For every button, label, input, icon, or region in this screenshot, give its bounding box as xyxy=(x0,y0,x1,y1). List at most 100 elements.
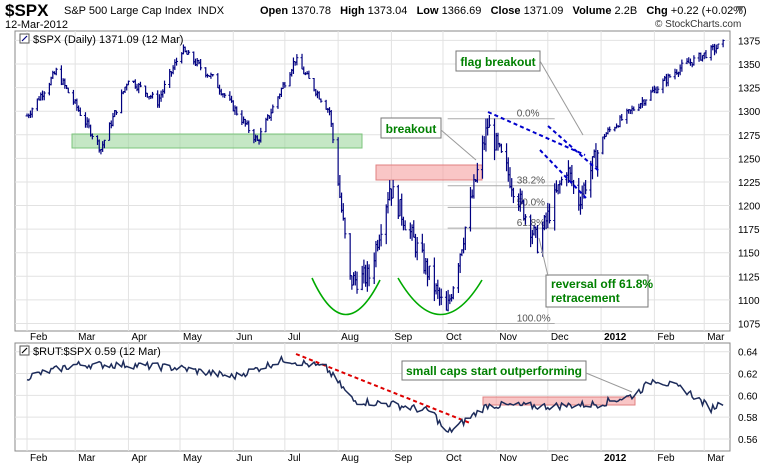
double-bottom-curve-right xyxy=(397,277,483,316)
annotation-breakout: breakout xyxy=(380,117,477,161)
price-bar xyxy=(42,91,46,101)
x-tick-label: Mar xyxy=(78,332,96,343)
downtrend-line xyxy=(487,111,586,156)
x-tick-label: Apr xyxy=(131,453,147,464)
annotation-reversal: reversal off 61.8% retracement xyxy=(538,237,653,308)
price-bar xyxy=(584,179,588,195)
price-bar xyxy=(475,162,479,183)
x-tick-label: Aug xyxy=(341,453,359,464)
ratio-downtrend-line xyxy=(295,353,471,424)
price-bar xyxy=(319,98,323,103)
price-bar xyxy=(403,220,407,231)
price-bar xyxy=(379,224,383,247)
price-bar xyxy=(175,57,179,66)
price-bar xyxy=(427,265,431,281)
price-bar xyxy=(632,106,636,111)
price-bar xyxy=(307,70,311,80)
annotation-small-caps: small caps start outperforming xyxy=(401,360,633,393)
x-tick-label: Nov xyxy=(499,453,517,464)
price-bar xyxy=(223,93,227,98)
price-bar xyxy=(487,114,491,128)
price-bar xyxy=(199,58,203,71)
price-bar xyxy=(415,236,419,261)
y-tick-label: 1100 xyxy=(738,296,760,307)
annotation-flag-breakout: flag breakout xyxy=(455,50,584,136)
price-bar xyxy=(608,126,612,133)
price-bar xyxy=(644,99,648,106)
svg-text:$SPX (Daily) 1371.09 (12 Mar): $SPX (Daily) 1371.09 (12 Mar) xyxy=(33,34,183,46)
price-bar xyxy=(439,288,443,306)
price-bar xyxy=(138,81,142,88)
x-tick-label: 2012 xyxy=(604,332,627,343)
fib-label: 50.0% xyxy=(517,197,545,208)
x-tick-label: Jul xyxy=(288,332,301,343)
ratio-resistance-zone xyxy=(482,396,636,406)
price-bar xyxy=(716,43,720,50)
x-tick-label: Oct xyxy=(446,453,462,464)
flag-upper-line xyxy=(547,125,601,173)
price-bar xyxy=(163,80,167,94)
price-bar xyxy=(536,225,539,254)
y-tick-label: 1225 xyxy=(738,178,761,189)
y-tick-label: 0.60 xyxy=(738,391,758,402)
price-bar xyxy=(126,80,130,86)
credit-text: © StockCharts.com xyxy=(655,19,742,30)
x-tick-label: Feb xyxy=(30,332,48,343)
price-bar xyxy=(247,120,251,134)
svg-text:reversal off 61.8%: reversal off 61.8% xyxy=(551,277,653,291)
price-bar xyxy=(78,107,82,117)
price-bar xyxy=(704,50,708,59)
y-tick-label: 1375 xyxy=(738,36,761,47)
x-tick-label: Oct xyxy=(446,332,462,343)
ohlc-summary: Open 1370.78 High 1373.04 Low 1366.69 Cl… xyxy=(260,5,747,17)
y-tick-label: 1175 xyxy=(738,225,760,236)
y-tick-label: 1300 xyxy=(738,107,761,118)
resistance-zone xyxy=(375,164,483,181)
x-tick-label: Mar xyxy=(707,453,725,464)
settings-triangle-icon[interactable] xyxy=(734,3,746,15)
price-bar xyxy=(499,143,503,153)
ratio-line xyxy=(26,354,724,434)
price-bar xyxy=(54,67,58,76)
x-tick-label: Jun xyxy=(236,453,252,464)
x-tick-label: Dec xyxy=(551,453,569,464)
y-tick-label: 0.58 xyxy=(738,413,758,424)
price-bar xyxy=(343,217,347,239)
price-bar xyxy=(259,127,263,143)
x-tick-label: Nov xyxy=(499,332,517,343)
price-bar xyxy=(668,74,672,78)
y-tick-label: 0.62 xyxy=(738,370,758,381)
fib-label: 0.0% xyxy=(517,109,540,120)
price-bar xyxy=(30,107,34,118)
price-bars xyxy=(25,39,725,312)
fib-label: 100.0% xyxy=(517,313,551,324)
x-tick-label: Mar xyxy=(78,453,96,464)
chart-description: S&P 500 Large Cap Index INDX xyxy=(64,5,225,17)
y-tick-label: 1075 xyxy=(738,319,761,330)
x-tick-label: Sep xyxy=(394,453,412,464)
price-bar xyxy=(656,86,660,94)
price-bar xyxy=(211,74,215,77)
x-tick-label: Aug xyxy=(341,332,359,343)
price-bar xyxy=(367,264,371,287)
price-bar xyxy=(295,54,299,66)
svg-text:retracement: retracement xyxy=(551,291,620,305)
x-tick-label: May xyxy=(183,332,202,343)
price-bar xyxy=(271,104,275,114)
x-tick-label: Sep xyxy=(394,332,412,343)
ratio-legend: $RUT:$SPX 0.59 (12 Mar) xyxy=(19,345,161,358)
svg-text:breakout: breakout xyxy=(386,122,437,136)
x-tick-label: Feb xyxy=(657,453,675,464)
x-tick-label: Apr xyxy=(131,332,147,343)
y-tick-label: 1325 xyxy=(738,84,761,95)
price-bar xyxy=(560,176,564,186)
price-bar xyxy=(451,286,455,300)
chart-symbol: $SPX xyxy=(5,1,49,20)
chart-date: 12-Mar-2012 xyxy=(5,19,68,31)
double-bottom-curve-left xyxy=(311,277,381,316)
x-tick-label: Dec xyxy=(551,332,569,343)
price-bar xyxy=(102,139,106,149)
y-tick-label: 0.56 xyxy=(738,435,758,446)
x-tick-label: Feb xyxy=(30,453,48,464)
